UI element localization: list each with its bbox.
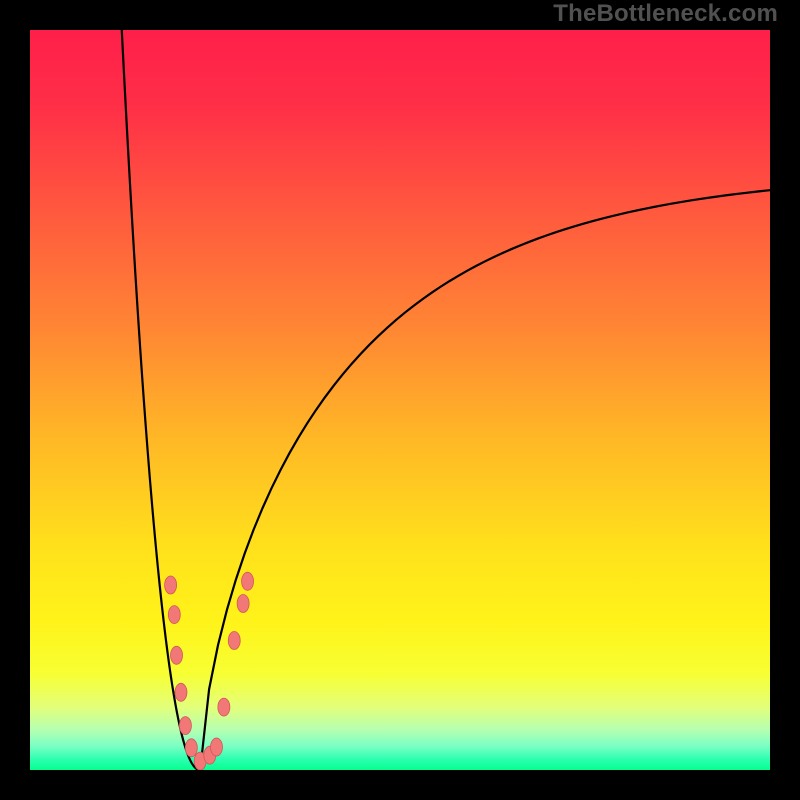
figure-root: TheBottleneck.com (0, 0, 800, 800)
data-marker (218, 698, 230, 716)
chart-svg (30, 30, 770, 770)
gradient-background (30, 30, 770, 770)
watermark-text: TheBottleneck.com (553, 0, 778, 28)
data-marker (165, 576, 177, 594)
data-marker (168, 606, 180, 624)
data-marker (228, 632, 240, 650)
data-marker (175, 683, 187, 701)
data-marker (171, 646, 183, 664)
data-marker (210, 738, 222, 756)
data-marker (237, 595, 249, 613)
data-marker (179, 717, 191, 735)
data-marker (185, 739, 197, 757)
data-marker (242, 572, 254, 590)
